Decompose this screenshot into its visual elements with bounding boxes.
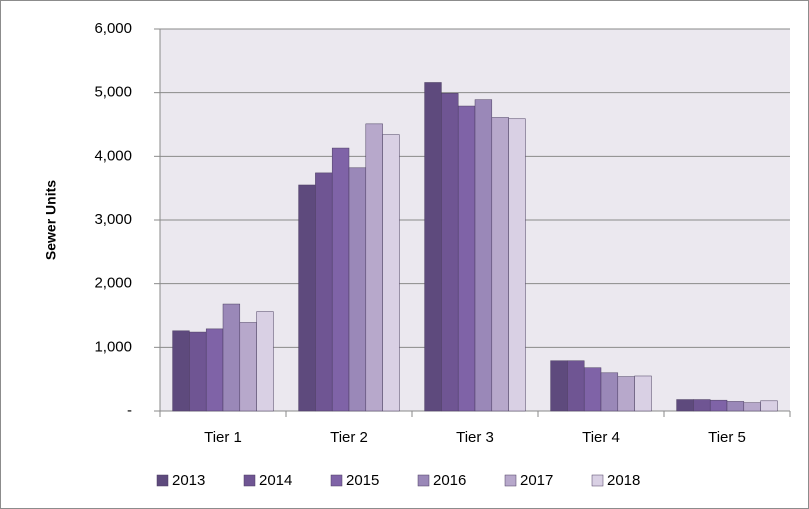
- x-tick-label: Tier 3: [456, 429, 494, 446]
- bar: [441, 93, 459, 412]
- bar: [760, 400, 778, 412]
- bar: [709, 399, 728, 412]
- bar: [365, 123, 383, 412]
- bar: [634, 375, 652, 412]
- bar: [600, 372, 619, 412]
- bar: [239, 322, 257, 412]
- y-axis-label: Sewer Units: [43, 180, 59, 260]
- legend-swatch: [417, 474, 430, 487]
- x-tick-label: Tier 2: [330, 429, 368, 446]
- y-tick-label: 4,000: [94, 147, 132, 164]
- x-tick-label: Tier 4: [582, 429, 620, 446]
- bar: [172, 330, 190, 412]
- bar: [189, 331, 207, 412]
- bar: [331, 147, 350, 412]
- legend-label: 2015: [346, 472, 379, 489]
- bar: [617, 376, 635, 412]
- y-tick-label: -: [127, 402, 132, 419]
- bar: [348, 167, 367, 412]
- bar: [298, 184, 316, 412]
- bar: [491, 117, 509, 412]
- bar: [550, 360, 568, 412]
- legend-swatch: [156, 474, 169, 487]
- bar: [315, 172, 333, 412]
- y-tick-label: 2,000: [94, 275, 132, 292]
- bar: [676, 399, 694, 412]
- legend-swatch: [243, 474, 256, 487]
- legend-swatch: [591, 474, 604, 487]
- x-tick-label: Tier 5: [708, 429, 746, 446]
- legend-label: 2017: [520, 472, 553, 489]
- y-tick-label: 1,000: [94, 338, 132, 355]
- bar: [382, 134, 400, 412]
- bar: [726, 401, 745, 412]
- bar: [424, 82, 442, 412]
- bar: [567, 360, 585, 412]
- bar: [222, 303, 241, 412]
- bar: [583, 367, 602, 412]
- bar: [474, 99, 493, 412]
- y-tick-label: 3,000: [94, 211, 132, 228]
- legend-label: 2014: [259, 472, 292, 489]
- y-tick-label: 5,000: [94, 84, 132, 101]
- legend-swatch: [504, 474, 517, 487]
- x-tick-label: Tier 1: [204, 429, 242, 446]
- legend-label: 2013: [172, 472, 205, 489]
- y-tick-label: 6,000: [94, 20, 132, 37]
- bar: [256, 311, 274, 412]
- legend-label: 2018: [607, 472, 640, 489]
- bar: [457, 105, 476, 412]
- legend-label: 2016: [433, 472, 466, 489]
- legend-swatch: [330, 474, 343, 487]
- bar: [743, 402, 761, 412]
- bar: [205, 328, 224, 412]
- bar: [693, 399, 711, 412]
- bar: [508, 118, 526, 412]
